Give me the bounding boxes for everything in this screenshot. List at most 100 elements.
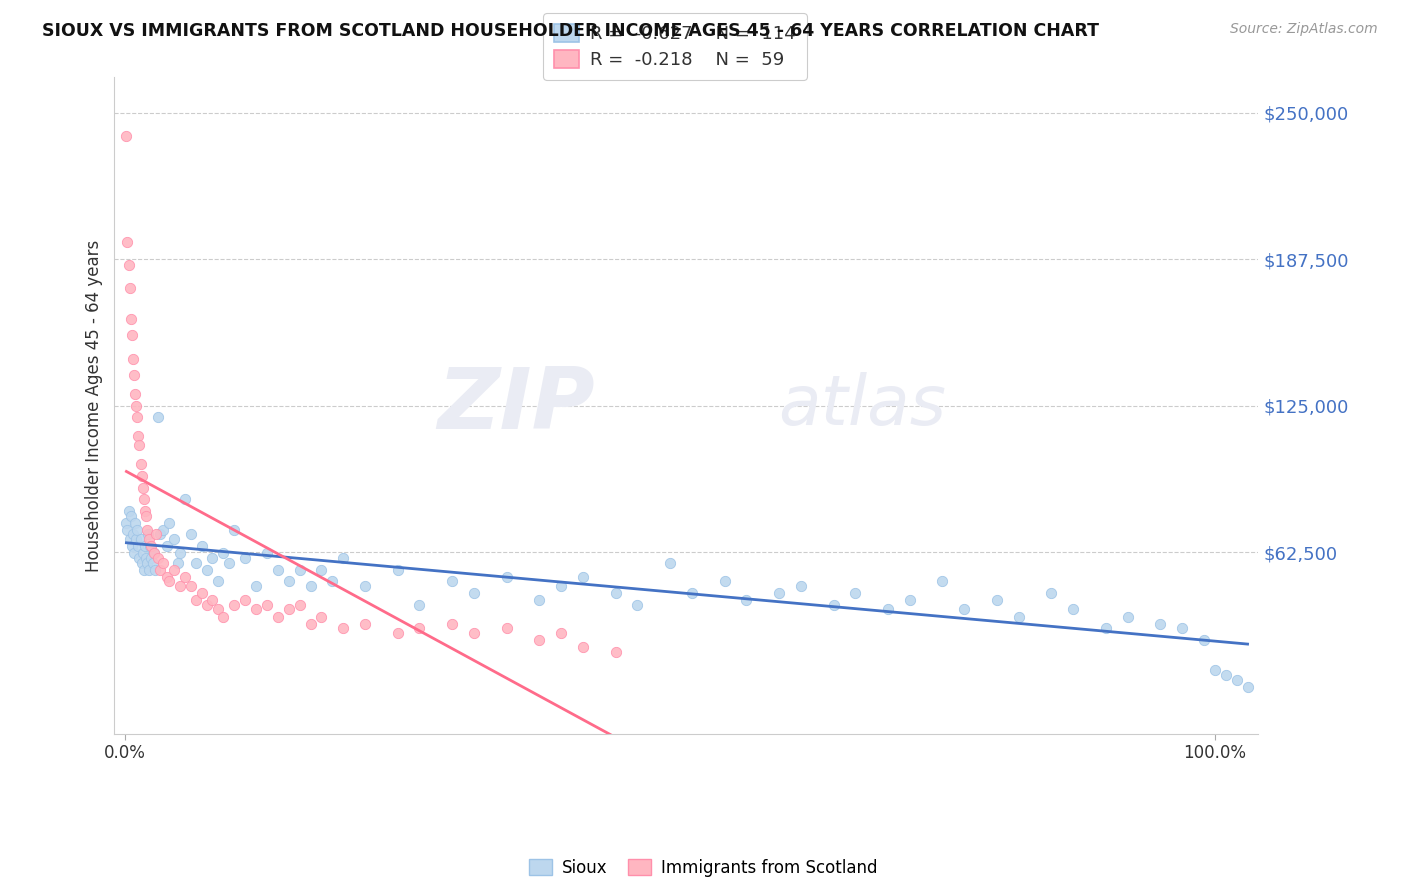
Point [311, 563, 333, 577]
Point [174, 492, 197, 507]
Point [1040, 586, 1063, 600]
Point [152, 556, 174, 570]
Point [256, 546, 278, 560]
Point [163, 532, 186, 546]
Point [441, 574, 464, 589]
Point [132, 481, 155, 495]
Point [141, 539, 163, 553]
Point [131, 556, 153, 570]
Point [877, 602, 900, 616]
Point [180, 579, 202, 593]
Point [844, 586, 866, 600]
Point [136, 527, 159, 541]
Point [139, 539, 162, 553]
Point [117, 235, 139, 249]
Point [626, 598, 648, 612]
Point [117, 523, 139, 537]
Text: ZIP: ZIP [437, 364, 595, 447]
Point [408, 621, 430, 635]
Point [207, 602, 229, 616]
Point [1171, 621, 1194, 635]
Point [245, 602, 267, 616]
Point [127, 539, 149, 553]
Point [169, 579, 191, 593]
Point [332, 550, 354, 565]
Text: atlas: atlas [778, 372, 946, 439]
Point [195, 563, 218, 577]
Point [146, 550, 169, 565]
Point [1116, 609, 1139, 624]
Point [659, 556, 682, 570]
Point [136, 523, 159, 537]
Point [408, 598, 430, 612]
Point [190, 586, 212, 600]
Point [141, 550, 163, 565]
Point [127, 410, 149, 425]
Point [122, 546, 145, 560]
Point [463, 626, 485, 640]
Point [129, 532, 152, 546]
Point [1095, 621, 1118, 635]
Point [953, 602, 976, 616]
Point [125, 399, 148, 413]
Point [149, 563, 172, 577]
Point [117, 504, 139, 518]
Text: SIOUX VS IMMIGRANTS FROM SCOTLAND HOUSEHOLDER INCOME AGES 45 - 64 YEARS CORRELAT: SIOUX VS IMMIGRANTS FROM SCOTLAND HOUSEH… [42, 22, 1099, 40]
Point [299, 579, 322, 593]
Point [212, 609, 235, 624]
Point [166, 556, 188, 570]
Point [134, 504, 156, 518]
Point [256, 598, 278, 612]
Point [156, 539, 179, 553]
Point [1008, 609, 1031, 624]
Point [1226, 673, 1249, 687]
Point [174, 569, 197, 583]
Point [529, 632, 551, 647]
Point [142, 546, 165, 560]
Point [267, 563, 290, 577]
Point [138, 532, 160, 546]
Point [132, 546, 155, 560]
Point [131, 468, 153, 483]
Point [195, 598, 218, 612]
Point [277, 602, 299, 616]
Point [122, 351, 145, 366]
Y-axis label: Householder Income Ages 45 - 64 years: Householder Income Ages 45 - 64 years [86, 239, 103, 572]
Point [138, 563, 160, 577]
Point [495, 569, 517, 583]
Point [190, 539, 212, 553]
Point [132, 492, 155, 507]
Point [127, 429, 149, 443]
Point [550, 626, 572, 640]
Point [207, 574, 229, 589]
Point [117, 258, 139, 272]
Point [299, 616, 322, 631]
Point [1149, 616, 1171, 631]
Point [128, 438, 150, 452]
Point [121, 328, 143, 343]
Point [463, 586, 485, 600]
Point [149, 527, 172, 541]
Point [233, 550, 256, 565]
Point [277, 574, 299, 589]
Point [122, 527, 145, 541]
Point [224, 523, 246, 537]
Point [184, 593, 207, 607]
Point [605, 645, 627, 659]
Point [550, 579, 572, 593]
Point [141, 556, 163, 570]
Point [495, 621, 517, 635]
Point [134, 539, 156, 553]
Point [127, 523, 149, 537]
Point [931, 574, 953, 589]
Point [115, 129, 138, 144]
Point [245, 579, 267, 593]
Point [387, 563, 409, 577]
Point [605, 586, 627, 600]
Point [118, 532, 141, 546]
Point [212, 546, 235, 560]
Point [529, 593, 551, 607]
Point [124, 387, 146, 401]
Point [120, 311, 142, 326]
Point [124, 516, 146, 530]
